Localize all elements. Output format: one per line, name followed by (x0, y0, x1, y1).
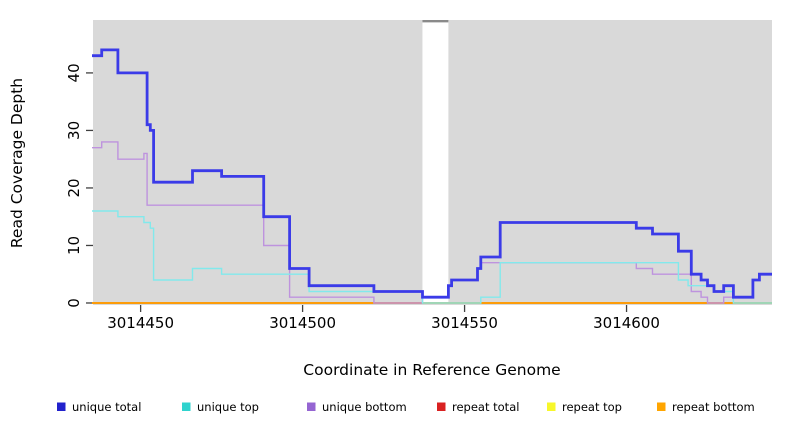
legend-label-repeat-total: repeat total (452, 400, 519, 414)
y-axis-title: Read Coverage Depth (8, 78, 26, 248)
legend-swatch-repeat-total (437, 402, 446, 411)
y-tick-label: 0 (65, 298, 83, 308)
legend-label-repeat-top: repeat top (562, 400, 622, 414)
legend-label-repeat-bottom: repeat bottom (672, 400, 755, 414)
x-axis-title: Coordinate in Reference Genome (303, 361, 560, 379)
series-line-unique-total (92, 48, 772, 299)
x-tick-label: 3014500 (269, 314, 336, 332)
legend-item-unique-bottom: unique bottom (307, 400, 407, 414)
legend-swatch-unique-bottom (307, 402, 316, 411)
legend-swatch-repeat-top (547, 402, 556, 411)
series-line-unique-top (92, 210, 772, 304)
legend-label-unique-top: unique top (197, 400, 259, 414)
legend-swatch-unique-total (57, 402, 66, 411)
x-tick-label: 3014600 (593, 314, 660, 332)
masked-region (422, 21, 449, 304)
legend-item-repeat-total: repeat total (437, 400, 519, 414)
x-tick-label: 3014550 (431, 314, 498, 332)
chart-legend: unique total unique top unique bottom repea… (57, 400, 755, 414)
legend-swatch-unique-top (182, 402, 191, 411)
y-tick-label: 40 (65, 63, 83, 82)
legend-label-unique-total: unique total (72, 400, 141, 414)
legend-item-repeat-top: repeat top (547, 400, 622, 414)
legend-swatch-repeat-bottom (657, 402, 666, 411)
legend-item-unique-top: unique top (182, 400, 259, 414)
y-tick-label: 20 (65, 178, 83, 197)
x-tick-label: 3014450 (107, 314, 174, 332)
legend-label-unique-bottom: unique bottom (322, 400, 407, 414)
y-tick-label: 10 (65, 236, 83, 255)
legend-item-unique-total: unique total (57, 400, 141, 414)
y-tick-label: 30 (65, 121, 83, 140)
legend-item-repeat-bottom: repeat bottom (657, 400, 755, 414)
